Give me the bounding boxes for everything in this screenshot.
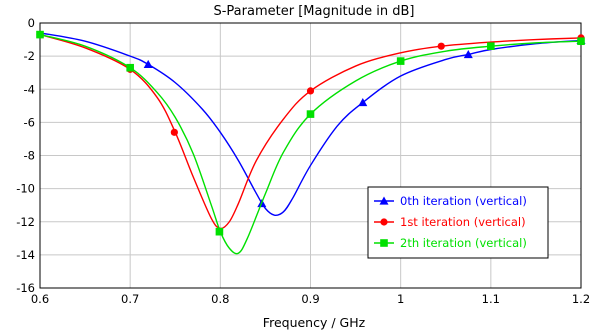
chart-title: S-Parameter [Magnitude in dB] (213, 4, 414, 19)
y-tick-label: -10 (16, 182, 35, 196)
legend-item: 0th iteration (vertical) (374, 194, 527, 208)
legend: 0th iteration (vertical) 1st iteration (v… (367, 186, 549, 259)
y-tick-label: -2 (24, 49, 35, 63)
y-tick-label: -6 (24, 115, 35, 129)
legend-swatch-marker (379, 196, 389, 205)
y-tick-label: 0 (28, 16, 35, 30)
axis-ticks: 0.6 0.7 0.8 0.9 1 1.1 1.2 0 -2 -4 -6 -8 -10 -12 -14 -16 (16, 16, 590, 306)
series-marker (215, 227, 224, 236)
series-marker (306, 110, 315, 118)
x-tick-label: 1 (397, 292, 404, 306)
legend-item: 2th iteration (vertical) (374, 236, 527, 250)
series-marker (170, 128, 178, 136)
y-tick-label: -16 (16, 281, 35, 295)
legend-label: 1st iteration (vertical) (400, 215, 526, 229)
series-marker (487, 42, 495, 50)
legend-label: 2th iteration (vertical) (400, 236, 527, 250)
series-marker (396, 57, 405, 65)
x-tick-label: 1.1 (482, 292, 500, 306)
x-axis-label: Frequency / GHz (263, 315, 366, 330)
y-tick-label: -12 (16, 215, 35, 229)
legend-item: 1st iteration (vertical) (374, 215, 526, 229)
series-marker (437, 42, 445, 50)
series-marker (126, 63, 134, 72)
series-marker (143, 59, 153, 69)
x-tick-label: 1.2 (572, 292, 590, 306)
legend-swatch-marker (380, 239, 388, 247)
y-tick-label: -14 (16, 248, 35, 262)
x-tick-label: 0.9 (301, 292, 319, 306)
legend-box (367, 186, 549, 259)
legend-swatch-marker (380, 218, 388, 226)
plot-area-frame (39, 22, 582, 289)
series-marker (306, 87, 315, 95)
y-tick-label: -4 (24, 82, 35, 96)
legend-label: 0th iteration (vertical) (400, 194, 527, 208)
series-layer (36, 30, 586, 255)
series-line (39, 32, 582, 216)
series-marker (577, 37, 585, 46)
x-tick-label: 0.7 (121, 292, 139, 306)
series-line (39, 33, 582, 255)
x-tick-label: 0.8 (211, 292, 229, 306)
series-marker (36, 30, 44, 39)
y-tick-label: -8 (24, 149, 35, 163)
series-marker (463, 49, 473, 59)
x-tick-label: 0.6 (31, 292, 49, 306)
series-2 (36, 30, 585, 255)
series-marker (358, 98, 368, 107)
